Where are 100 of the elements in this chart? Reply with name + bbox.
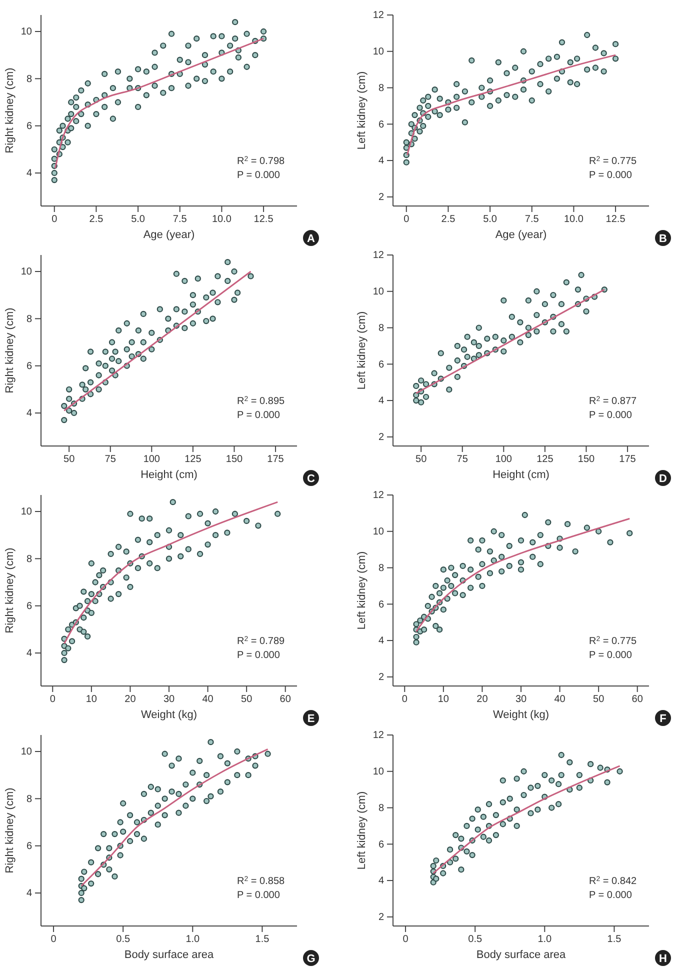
x-axis-title: Age (year) bbox=[495, 229, 547, 241]
y-tick-label: 4 bbox=[26, 408, 32, 420]
annotation: R$^{2}$ = 0.775 bbox=[589, 636, 637, 647]
y-tick-label: 8 bbox=[26, 794, 32, 805]
annotation: P = 0.000 bbox=[237, 410, 280, 421]
annotation: P = 0.000 bbox=[589, 410, 632, 421]
point bbox=[476, 342, 482, 350]
y-axis-title: Right kidney (cm) bbox=[4, 68, 16, 154]
y-tick-label: 6 bbox=[26, 361, 32, 372]
point bbox=[418, 399, 424, 406]
x-tick-label: 125 bbox=[536, 454, 554, 466]
x-tick-label: 0 bbox=[52, 214, 58, 226]
point bbox=[476, 324, 482, 331]
y-tick-label: 4 bbox=[26, 168, 32, 180]
y-tick-label: 8 bbox=[378, 562, 384, 574]
x-axis-title: Weight (kg) bbox=[140, 709, 198, 721]
x-tick-label: 10 bbox=[86, 694, 98, 706]
point bbox=[563, 279, 570, 286]
x-tick-label: 40 bbox=[554, 694, 566, 706]
point bbox=[454, 357, 460, 364]
y-axis-title: Right kidney (cm) bbox=[4, 308, 16, 394]
y-axis-title: Left kidney (cm) bbox=[356, 311, 368, 390]
point bbox=[413, 397, 420, 404]
y-tick-label: 6 bbox=[26, 121, 32, 132]
point bbox=[464, 354, 470, 360]
x-tick-label: 5.0 bbox=[131, 214, 146, 226]
y-tick-label: 10 bbox=[20, 266, 32, 278]
y-tick-label: 4 bbox=[26, 648, 32, 660]
y-tick-label: 10 bbox=[20, 506, 32, 518]
point bbox=[534, 312, 540, 318]
y-axis-title: Left kidney (cm) bbox=[356, 551, 368, 630]
annotation: R$^{2}$ = 0.895 bbox=[237, 396, 285, 407]
annotation: R$^{2}$ = 0.842 bbox=[589, 876, 637, 887]
point bbox=[558, 301, 565, 308]
annotation: P = 0.000 bbox=[589, 890, 632, 901]
x-tick-label: 175 bbox=[619, 454, 636, 466]
point bbox=[500, 337, 507, 344]
x-tick-label: 0 bbox=[402, 694, 408, 706]
y-tick-label: 10 bbox=[372, 526, 384, 538]
point bbox=[558, 321, 565, 328]
x-tick-label: 150 bbox=[578, 454, 596, 466]
y-tick-label: 8 bbox=[26, 554, 32, 565]
point bbox=[446, 364, 452, 371]
x-tick-label: 75 bbox=[456, 454, 468, 466]
y-tick-label: 12 bbox=[372, 250, 384, 262]
x-tick-label: 1.5 bbox=[607, 934, 622, 946]
point bbox=[583, 308, 590, 314]
point bbox=[470, 339, 477, 346]
y-axis-title: Right kidney (cm) bbox=[4, 548, 16, 634]
x-axis-title: Weight (kg) bbox=[492, 709, 550, 721]
x-axis-title: Age (year) bbox=[143, 229, 195, 241]
point bbox=[578, 272, 584, 278]
point bbox=[446, 386, 452, 393]
x-tick-label: 30 bbox=[163, 694, 175, 706]
text: G bbox=[306, 953, 316, 965]
text: B bbox=[659, 233, 668, 245]
annotation: R$^{2}$ = 0.877 bbox=[589, 396, 637, 407]
x-tick-label: 1.0 bbox=[538, 934, 552, 946]
annotation: P = 0.000 bbox=[589, 650, 632, 661]
x-tick-label: 2.5 bbox=[441, 214, 456, 226]
x-tick-label: 0.5 bbox=[116, 934, 130, 946]
y-tick-label: 8 bbox=[26, 314, 32, 325]
x-tick-label: 20 bbox=[476, 694, 488, 706]
point bbox=[476, 352, 482, 358]
x-tick-label: 0 bbox=[402, 934, 409, 946]
x-tick-label: 0 bbox=[50, 934, 57, 946]
y-tick-label: 4 bbox=[378, 636, 384, 647]
y-tick-label: 12 bbox=[372, 10, 384, 22]
y-tick-label: 6 bbox=[26, 841, 32, 852]
x-tick-label: 7.5 bbox=[172, 214, 188, 226]
x-tick-label: 7.5 bbox=[524, 214, 540, 226]
x-tick-label: 40 bbox=[202, 694, 214, 706]
y-tick-label: 6 bbox=[26, 601, 32, 612]
x-axis-title: Height (cm) bbox=[140, 469, 198, 481]
point bbox=[413, 392, 420, 398]
annotation: P = 0.000 bbox=[237, 890, 280, 901]
text: C bbox=[307, 473, 316, 485]
annotation: R$^{2}$ = 0.858 bbox=[237, 876, 285, 887]
point bbox=[431, 370, 438, 376]
point bbox=[517, 319, 524, 326]
x-tick-label: 20 bbox=[124, 694, 136, 706]
y-tick-label: 10 bbox=[372, 46, 384, 58]
point bbox=[525, 324, 532, 331]
y-tick-label: 6 bbox=[378, 839, 384, 850]
x-tick-label: 100 bbox=[143, 454, 160, 466]
y-tick-label: 8 bbox=[378, 82, 384, 94]
x-tick-label: 1.0 bbox=[186, 934, 200, 946]
point bbox=[454, 342, 460, 350]
y-axis-title: Left kidney (cm) bbox=[356, 791, 368, 870]
x-axis-title: Height (cm) bbox=[492, 469, 550, 481]
y-tick-label: 8 bbox=[26, 74, 32, 85]
x-tick-label: 10.0 bbox=[564, 214, 584, 226]
y-tick-label: 6 bbox=[378, 599, 384, 610]
x-tick-label: 0.5 bbox=[468, 934, 482, 946]
point bbox=[534, 328, 540, 334]
point bbox=[460, 346, 468, 353]
point bbox=[525, 332, 532, 338]
y-tick-label: 4 bbox=[26, 888, 32, 900]
x-tick-label: 125 bbox=[184, 454, 202, 466]
point bbox=[517, 339, 524, 346]
